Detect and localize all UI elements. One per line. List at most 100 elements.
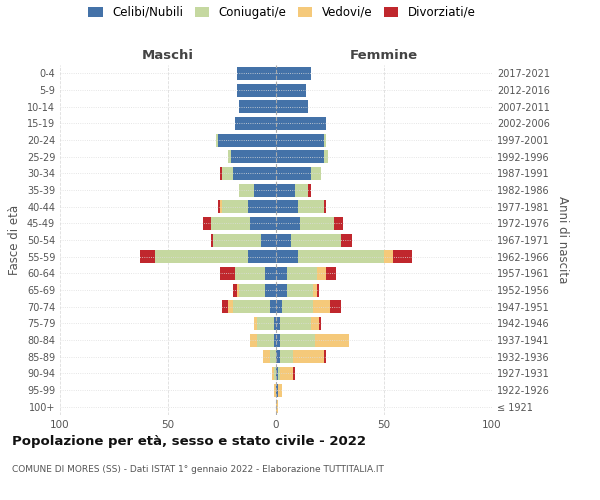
Bar bbox=[222, 300, 229, 313]
Bar bbox=[274, 317, 276, 330]
Bar bbox=[278, 367, 280, 380]
Bar bbox=[330, 300, 341, 313]
Bar bbox=[276, 217, 300, 230]
Bar bbox=[211, 217, 250, 230]
Bar bbox=[319, 317, 322, 330]
Bar bbox=[229, 300, 233, 313]
Bar bbox=[280, 317, 311, 330]
Bar bbox=[276, 300, 283, 313]
Bar bbox=[334, 217, 343, 230]
Bar bbox=[233, 284, 237, 296]
Bar bbox=[269, 300, 276, 313]
Bar bbox=[250, 217, 276, 230]
Bar bbox=[239, 284, 265, 296]
Bar bbox=[276, 234, 291, 246]
Bar bbox=[254, 317, 257, 330]
Bar bbox=[239, 184, 254, 196]
Text: Femmine: Femmine bbox=[350, 48, 418, 62]
Bar bbox=[283, 300, 313, 313]
Bar bbox=[233, 300, 269, 313]
Bar bbox=[203, 217, 211, 230]
Bar bbox=[276, 167, 311, 180]
Bar bbox=[155, 250, 248, 263]
Bar bbox=[276, 367, 278, 380]
Bar bbox=[214, 234, 261, 246]
Bar bbox=[317, 284, 319, 296]
Bar bbox=[211, 234, 214, 246]
Bar bbox=[274, 384, 276, 396]
Bar bbox=[287, 267, 317, 280]
Bar bbox=[239, 100, 276, 113]
Bar bbox=[261, 234, 276, 246]
Bar bbox=[276, 100, 308, 113]
Bar bbox=[257, 334, 274, 346]
Bar bbox=[229, 150, 230, 163]
Bar bbox=[272, 367, 274, 380]
Bar bbox=[392, 250, 412, 263]
Bar bbox=[265, 284, 276, 296]
Text: Popolazione per età, sesso e stato civile - 2022: Popolazione per età, sesso e stato civil… bbox=[12, 435, 366, 448]
Bar bbox=[276, 400, 278, 413]
Bar bbox=[265, 267, 276, 280]
Bar bbox=[237, 84, 276, 96]
Y-axis label: Fasce di età: Fasce di età bbox=[8, 205, 21, 275]
Bar bbox=[323, 350, 326, 363]
Bar bbox=[323, 134, 326, 146]
Bar bbox=[220, 167, 222, 180]
Bar bbox=[233, 167, 276, 180]
Bar bbox=[276, 250, 298, 263]
Bar bbox=[276, 117, 326, 130]
Bar bbox=[276, 67, 311, 80]
Text: COMUNE DI MORES (SS) - Dati ISTAT 1° gennaio 2022 - Elaborazione TUTTITALIA.IT: COMUNE DI MORES (SS) - Dati ISTAT 1° gen… bbox=[12, 465, 384, 474]
Bar bbox=[276, 150, 323, 163]
Bar bbox=[222, 167, 233, 180]
Bar bbox=[311, 317, 319, 330]
Bar bbox=[280, 350, 293, 363]
Bar bbox=[295, 184, 308, 196]
Bar bbox=[274, 334, 276, 346]
Bar bbox=[287, 284, 313, 296]
Bar bbox=[293, 367, 295, 380]
Bar bbox=[230, 150, 276, 163]
Bar bbox=[257, 317, 274, 330]
Y-axis label: Anni di nascita: Anni di nascita bbox=[556, 196, 569, 284]
Bar bbox=[317, 267, 326, 280]
Bar bbox=[276, 384, 278, 396]
Bar bbox=[220, 267, 235, 280]
Bar bbox=[269, 350, 276, 363]
Bar bbox=[248, 200, 276, 213]
Bar bbox=[237, 284, 239, 296]
Bar bbox=[315, 334, 349, 346]
Bar bbox=[276, 267, 287, 280]
Bar bbox=[323, 150, 328, 163]
Bar bbox=[237, 67, 276, 80]
Bar bbox=[218, 200, 220, 213]
Bar bbox=[276, 334, 280, 346]
Bar bbox=[341, 234, 352, 246]
Bar bbox=[235, 117, 276, 130]
Bar bbox=[313, 300, 330, 313]
Bar bbox=[280, 367, 293, 380]
Bar bbox=[263, 350, 269, 363]
Bar bbox=[254, 184, 276, 196]
Bar bbox=[313, 284, 317, 296]
Bar bbox=[276, 284, 287, 296]
Text: Maschi: Maschi bbox=[142, 48, 194, 62]
Bar bbox=[308, 184, 311, 196]
Bar bbox=[298, 200, 323, 213]
Bar bbox=[278, 384, 283, 396]
Bar bbox=[235, 267, 265, 280]
Bar bbox=[222, 200, 248, 213]
Bar bbox=[298, 250, 384, 263]
Bar bbox=[218, 134, 276, 146]
Bar bbox=[276, 200, 298, 213]
Bar bbox=[276, 84, 306, 96]
Bar bbox=[326, 267, 337, 280]
Bar bbox=[215, 134, 218, 146]
Bar bbox=[140, 250, 155, 263]
Bar bbox=[280, 334, 315, 346]
Bar bbox=[293, 350, 323, 363]
Bar bbox=[250, 334, 257, 346]
Bar bbox=[311, 167, 322, 180]
Legend: Celibi/Nubili, Coniugati/e, Vedovi/e, Divorziati/e: Celibi/Nubili, Coniugati/e, Vedovi/e, Di… bbox=[83, 1, 481, 24]
